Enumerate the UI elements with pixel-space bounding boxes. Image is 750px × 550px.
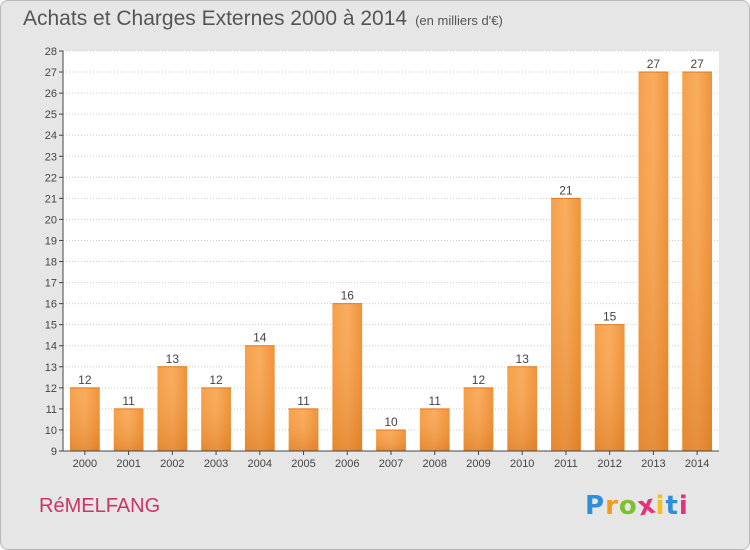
x-tick-label: 2006 bbox=[335, 458, 359, 470]
bar-shade bbox=[244, 345, 275, 451]
y-tick-label: 19 bbox=[45, 235, 57, 247]
x-tick-label: 2003 bbox=[204, 458, 228, 470]
data-label: 16 bbox=[341, 289, 355, 303]
y-tick-label: 16 bbox=[45, 299, 57, 311]
data-label: 12 bbox=[209, 373, 223, 387]
y-tick-label: 27 bbox=[45, 67, 57, 79]
bar-shade bbox=[594, 324, 625, 451]
data-label: 10 bbox=[384, 415, 398, 429]
data-label: 11 bbox=[122, 394, 135, 408]
y-tick-label: 9 bbox=[51, 446, 57, 458]
x-tick-label: 2000 bbox=[73, 458, 97, 470]
x-tick-label: 2001 bbox=[116, 458, 140, 470]
y-tick-label: 15 bbox=[45, 320, 57, 332]
x-tick-label: 2013 bbox=[641, 458, 665, 470]
bar-shade bbox=[201, 387, 231, 451]
x-tick-label: 2007 bbox=[379, 458, 403, 470]
y-tick-label: 21 bbox=[45, 193, 57, 205]
logo-letter: r bbox=[605, 491, 619, 521]
data-label: 13 bbox=[166, 352, 180, 366]
bar-shade bbox=[332, 303, 363, 451]
axes: 9 10 11 12 13 14 15 16 17 18 19 20 21 22 23 24 25 26 27 28 2… bbox=[45, 46, 719, 470]
x-tick-label: 2004 bbox=[248, 458, 272, 470]
chart-title: Achats et Charges Externes 2000 à 2014 (e… bbox=[23, 7, 503, 31]
x-tick-label: 2014 bbox=[685, 458, 709, 470]
data-labels: 12 11 13 12 14 11 16 10 11 12 13 21 15 27 27 bbox=[78, 57, 704, 429]
y-tick-label: 12 bbox=[45, 383, 57, 395]
data-label: 13 bbox=[516, 352, 530, 366]
bar-shade bbox=[507, 366, 538, 451]
data-label: 21 bbox=[559, 183, 573, 197]
y-tick-label: 13 bbox=[45, 362, 57, 374]
x-tick-label: 2008 bbox=[422, 458, 446, 470]
data-label: 14 bbox=[253, 331, 267, 345]
data-label: 11 bbox=[297, 394, 310, 408]
logo-letter: i bbox=[655, 491, 666, 521]
y-tick-label: 10 bbox=[45, 425, 57, 437]
x-tick-label: 2009 bbox=[466, 458, 490, 470]
bar-shade bbox=[638, 72, 669, 451]
logo-letter: o bbox=[618, 491, 638, 521]
x-tick-label: 2010 bbox=[510, 458, 534, 470]
bar-shade bbox=[113, 408, 144, 451]
bar-shade bbox=[463, 387, 494, 451]
y-tick-label: 22 bbox=[45, 172, 57, 184]
bars bbox=[69, 71, 713, 451]
bar-shade bbox=[551, 198, 581, 451]
y-tick-label: 26 bbox=[45, 88, 57, 100]
y-tick-label: 18 bbox=[45, 257, 57, 269]
y-tick-label: 14 bbox=[45, 341, 57, 353]
bar-shade bbox=[419, 408, 450, 451]
y-tick-label: 17 bbox=[45, 278, 57, 290]
proxiti-logo: Proxiti bbox=[585, 489, 689, 522]
logo-letter: i bbox=[678, 491, 689, 521]
data-label: 11 bbox=[428, 394, 441, 408]
x-tick-label: 2005 bbox=[291, 458, 315, 470]
bar-shade bbox=[157, 366, 188, 451]
y-tick-label: 20 bbox=[45, 214, 57, 226]
logo-letter: P bbox=[585, 491, 606, 521]
data-label: 27 bbox=[690, 57, 704, 71]
bar-shade bbox=[376, 429, 406, 451]
commune-name: RéMELFANG bbox=[39, 495, 161, 517]
chart-subtitle: (en milliers d'€) bbox=[415, 13, 503, 28]
data-label: 15 bbox=[603, 310, 617, 324]
x-tick-label: 2011 bbox=[554, 458, 578, 470]
y-tick-label: 11 bbox=[46, 404, 57, 416]
bar-shade bbox=[682, 72, 713, 451]
y-tick-label: 28 bbox=[45, 46, 57, 58]
logo-letter: t bbox=[665, 491, 679, 521]
x-tick-label: 2002 bbox=[160, 458, 184, 470]
data-label: 12 bbox=[78, 373, 92, 387]
x-tick-label: 2012 bbox=[597, 458, 621, 470]
bar-shade bbox=[288, 408, 319, 451]
y-tick-label: 23 bbox=[45, 151, 57, 163]
y-tick-label: 25 bbox=[45, 109, 57, 121]
title-text: Achats et Charges Externes 2000 à 2014 bbox=[23, 7, 408, 30]
data-label: 12 bbox=[472, 373, 486, 387]
bar-shade bbox=[69, 387, 100, 451]
data-label: 27 bbox=[647, 57, 661, 71]
y-tick-label: 24 bbox=[45, 130, 57, 142]
